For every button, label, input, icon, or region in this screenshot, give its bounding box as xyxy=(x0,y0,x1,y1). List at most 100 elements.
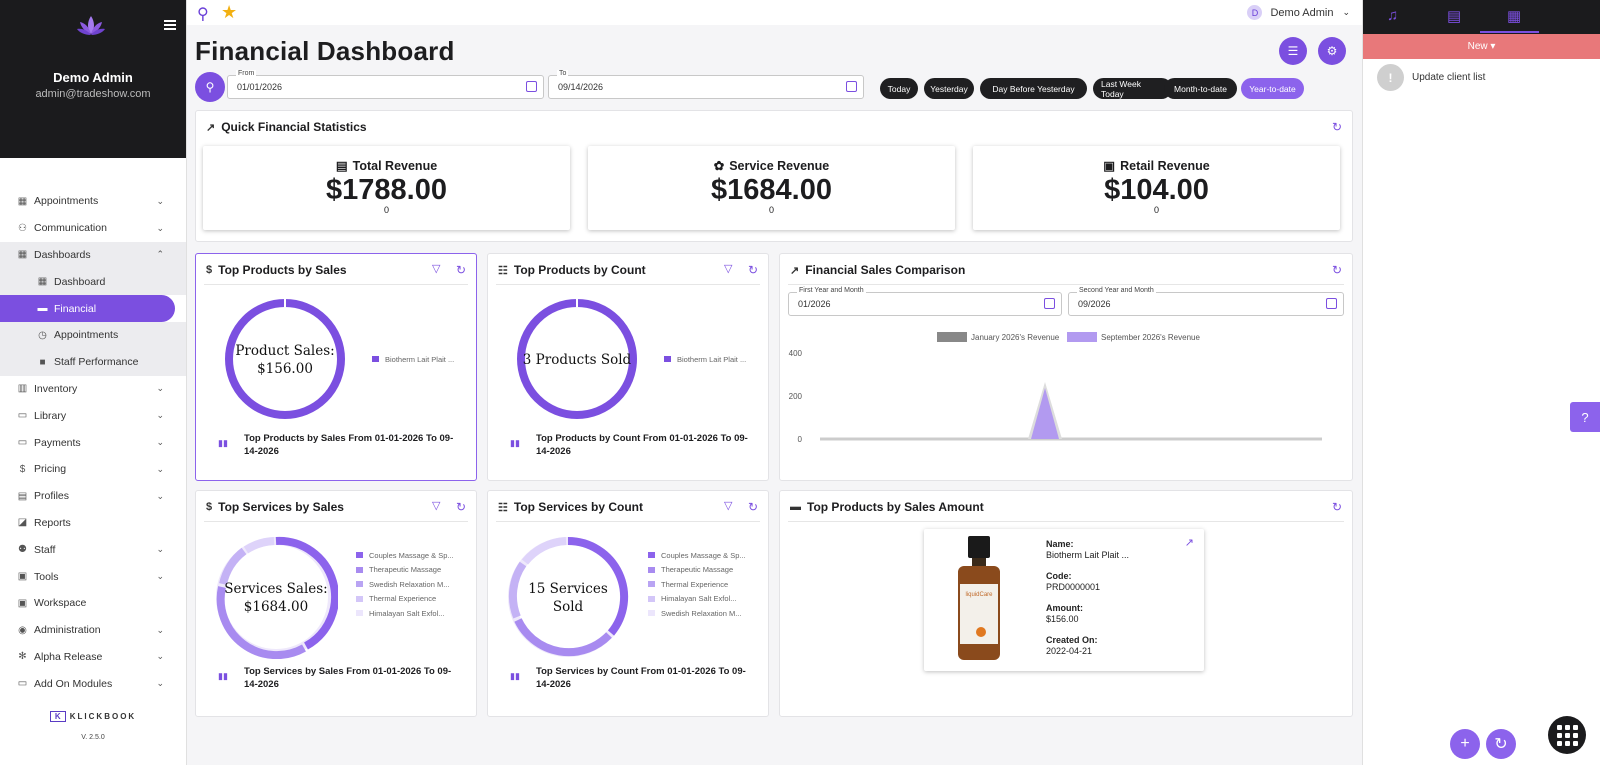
clipboard-icon[interactable]: ▦ xyxy=(1507,8,1522,25)
calendar-icon[interactable] xyxy=(1326,298,1337,309)
chip-today[interactable]: Today xyxy=(880,78,918,99)
stat-sub: 0 xyxy=(383,205,389,215)
refresh-icon[interactable]: ↻ xyxy=(1331,263,1342,277)
refresh-icon[interactable]: ↻ xyxy=(455,500,466,514)
star-icon[interactable]: ★ xyxy=(221,2,238,22)
chip-year-to-date[interactable]: Year-to-date xyxy=(1241,78,1304,99)
user-menu[interactable]: D Demo Admin ⌄ xyxy=(1247,5,1350,20)
help-tab[interactable]: ? xyxy=(1570,402,1600,432)
list-view-button[interactable]: ☰ xyxy=(1279,37,1307,65)
sidebar: Demo Admin admin@tradeshow.com ▦ Appoint… xyxy=(0,0,187,765)
bar-chart-icon[interactable]: ▮▮ xyxy=(510,671,520,681)
refresh-icon[interactable]: ↻ xyxy=(747,500,758,514)
first-month-field[interactable]: First Year and Month 01/2026 xyxy=(788,287,1062,316)
sidebar-item-inventory[interactable]: ▥ Inventory ⌄ xyxy=(0,376,186,403)
stat-label: Total Revenue xyxy=(352,158,438,173)
product-bottle-image: liquidCare xyxy=(958,536,1000,660)
chip-yesterday[interactable]: Yesterday xyxy=(924,78,974,99)
stat-value: $1684.00 xyxy=(711,174,832,206)
sidebar-item-dashboard[interactable]: ▦ Dashboard xyxy=(0,268,186,296)
search-icon[interactable]: ⚲ xyxy=(197,6,209,23)
help-icon: ? xyxy=(1581,409,1589,425)
task-item[interactable]: ! Update client list xyxy=(1377,64,1485,91)
from-date-label: From xyxy=(236,70,257,77)
legend-label: Therapeutic Massage xyxy=(661,565,734,575)
sidebar-item-label: Add On Modules xyxy=(34,677,113,690)
chip-day-before-yesterday[interactable]: Day Before Yesterday xyxy=(980,78,1087,99)
second-month-field[interactable]: Second Year and Month 09/2026 xyxy=(1068,287,1344,316)
code-value: PRD0000001 xyxy=(1046,582,1101,592)
sidebar-item-add-on-modules[interactable]: ▭ Add On Modules ⌄ xyxy=(0,670,186,697)
legend-swatch xyxy=(356,610,363,617)
from-date-field[interactable]: From 01/01/2026 xyxy=(227,70,544,99)
donut-center-line1: 3 Products Sold xyxy=(523,352,632,368)
sidebar-item-financial[interactable]: ▬ Financial xyxy=(0,295,175,322)
bar-chart-icon[interactable]: ▮▮ xyxy=(218,438,228,448)
sidebar-item-label: Profiles xyxy=(34,490,70,503)
sidebar-item-pricing[interactable]: $ Pricing ⌄ xyxy=(0,456,186,483)
right-panel: ♫ ▤ ▦ New ▾ ! Update client list xyxy=(1362,0,1600,765)
bar-chart-icon[interactable]: ▮▮ xyxy=(510,438,520,448)
sidebar-item-tools[interactable]: ▣ Tools ⌄ xyxy=(0,563,186,590)
sidebar-item-profiles[interactable]: ▤ Profiles ⌄ xyxy=(0,483,186,510)
grid-dot xyxy=(1572,740,1578,746)
filter-icon[interactable]: ▽ xyxy=(432,500,441,512)
refresh-icon[interactable]: ↻ xyxy=(747,263,758,277)
settings-button[interactable]: ⚙ xyxy=(1318,37,1346,65)
sidebar-item-library[interactable]: ▭ Library ⌄ xyxy=(0,402,186,429)
legend-item: Swedish Relaxation M... xyxy=(356,577,454,592)
calendar-icon[interactable] xyxy=(526,81,537,92)
sidebar-item-dashboard-appointments[interactable]: ◷ Appointments xyxy=(0,321,186,349)
sidebar-item-workspace[interactable]: ▣ Workspace xyxy=(0,590,186,617)
bell-icon[interactable]: ♫ xyxy=(1387,7,1399,24)
calendar-icon[interactable] xyxy=(846,81,857,92)
refresh-icon[interactable]: ↻ xyxy=(1331,500,1342,514)
sidebar-item-administration[interactable]: ◉ Administration ⌄ xyxy=(0,617,186,644)
add-button[interactable]: + xyxy=(1450,729,1480,759)
bar-chart-icon[interactable]: ▮▮ xyxy=(218,671,228,681)
calendar-icon[interactable] xyxy=(1044,298,1055,309)
sidebar-item-staff[interactable]: ⚉ Staff ⌄ xyxy=(0,536,186,563)
grid-dot xyxy=(1556,740,1562,746)
card-icon: ▬ xyxy=(37,303,48,315)
donut-slice xyxy=(275,536,338,650)
donut-slice xyxy=(225,299,345,419)
legend-swatch xyxy=(648,595,655,602)
chip-month-to-date[interactable]: Month-to-date xyxy=(1164,78,1237,99)
menu-toggle-icon[interactable] xyxy=(164,20,176,30)
new-dropdown[interactable]: New ▾ xyxy=(1363,34,1600,59)
products-count-donut: 3 Products Sold xyxy=(517,299,637,419)
filter-icon[interactable]: ▽ xyxy=(724,500,733,512)
search-icon: ⚲ xyxy=(205,80,215,94)
name-label: Name: xyxy=(1046,539,1074,549)
filter-icon[interactable]: ▽ xyxy=(432,263,441,275)
sidebar-item-dashboards[interactable]: ▦ Dashboards ⌃ xyxy=(0,241,186,269)
legend-item: Thermal Experience xyxy=(356,592,454,607)
top-products-amount-panel: ▬ Top Products by Sales Amount ↻ liquidC… xyxy=(779,490,1353,717)
stat-sub: 0 xyxy=(768,205,774,215)
date-search-button[interactable]: ⚲ xyxy=(195,72,225,102)
legend-label: Thermal Experience xyxy=(369,594,437,604)
grid-dot xyxy=(1572,732,1578,738)
sidebar-item-communication[interactable]: ⚇ Communication ⌄ xyxy=(0,215,186,242)
chat-icon[interactable]: ▤ xyxy=(1447,8,1462,25)
legend-swatch xyxy=(356,566,363,573)
chip-last-week-today[interactable]: Last Week Today xyxy=(1093,78,1172,99)
refresh-button[interactable]: ↻ xyxy=(1486,729,1516,759)
legend-label: Himalayan Salt Exfol... xyxy=(661,594,737,604)
trending-icon[interactable]: ↗ xyxy=(1184,537,1194,549)
to-date-field[interactable]: To 09/14/2026 xyxy=(548,70,864,99)
sidebar-item-payments[interactable]: ▭ Payments ⌄ xyxy=(0,429,186,456)
sidebar-item-staff-performance[interactable]: ■ Staff Performance xyxy=(0,348,186,376)
sidebar-item-alpha-release[interactable]: ✻ Alpha Release ⌄ xyxy=(0,644,186,671)
refresh-icon[interactable]: ↻ xyxy=(455,263,466,277)
sidebar-item-label: Library xyxy=(34,409,67,422)
apps-grid-button[interactable] xyxy=(1548,716,1586,754)
refresh-icon[interactable]: ↻ xyxy=(1331,120,1342,134)
sidebar-item-appointments[interactable]: ▦ Appointments ⌄ xyxy=(0,188,186,215)
sidebar-item-reports[interactable]: ◪ Reports xyxy=(0,510,186,537)
filter-icon[interactable]: ▽ xyxy=(724,263,733,275)
legend-swatch xyxy=(648,566,655,573)
product-card[interactable]: liquidCare Name: Biotherm Lait Plait ...… xyxy=(924,529,1204,671)
